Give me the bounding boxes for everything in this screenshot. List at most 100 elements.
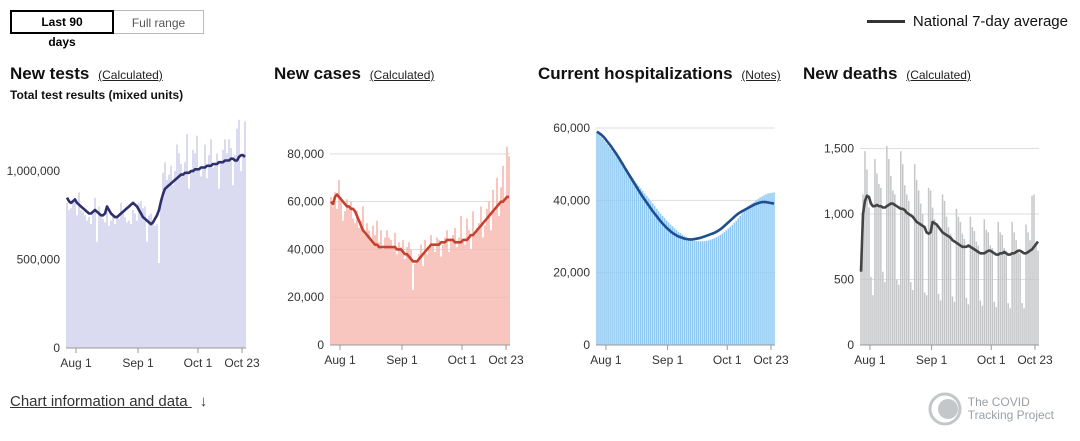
data-bar — [474, 235, 476, 345]
data-bar — [200, 176, 202, 348]
data-bar — [675, 229, 678, 345]
last-90-days-button[interactable]: Last 90 days — [10, 10, 114, 49]
data-bar — [194, 153, 196, 348]
data-bar — [420, 244, 422, 345]
calculated-link[interactable]: (Calculated) — [906, 68, 971, 82]
data-bar — [202, 165, 204, 348]
data-bar — [494, 211, 496, 345]
data-bar — [753, 201, 755, 345]
data-bar — [424, 239, 426, 345]
data-bar — [394, 232, 396, 345]
data-bar — [1037, 250, 1039, 345]
y-tick-label: 0 — [317, 338, 324, 352]
data-bar — [927, 187, 930, 345]
data-bar — [917, 190, 920, 345]
data-bar — [88, 217, 90, 348]
data-bar — [440, 256, 442, 345]
data-bar — [332, 206, 334, 345]
data-bar — [346, 199, 348, 345]
data-bar — [713, 238, 716, 345]
data-bar — [937, 293, 940, 345]
data-bar — [352, 218, 354, 345]
data-bar — [492, 189, 494, 345]
data-bar — [338, 180, 340, 345]
data-bar — [941, 194, 944, 345]
data-bar — [470, 249, 472, 345]
data-bar — [999, 232, 1001, 345]
data-bar — [222, 149, 224, 348]
data-bar — [430, 235, 432, 345]
data-bar — [126, 222, 128, 348]
data-bar — [955, 208, 958, 345]
data-bar — [697, 241, 700, 345]
data-bar — [464, 244, 466, 345]
data-bar — [152, 220, 154, 348]
data-bar — [643, 193, 646, 345]
data-bar — [735, 220, 737, 345]
data-bar — [636, 183, 638, 345]
data-bar — [148, 215, 150, 348]
data-bar — [174, 171, 176, 348]
average-line — [859, 194, 1040, 272]
data-bar — [959, 221, 962, 345]
data-bar — [330, 196, 332, 345]
data-bar — [390, 239, 392, 345]
panel-title: Current hospitalizations (Notes) — [538, 64, 781, 84]
data-bar — [890, 176, 892, 345]
data-bar — [356, 211, 358, 345]
chart-info-link[interactable]: Chart information and data ↓ — [10, 393, 207, 410]
data-bar — [949, 233, 952, 345]
data-bar — [208, 155, 210, 348]
data-bar — [446, 230, 448, 345]
data-bar — [671, 226, 674, 345]
data-bar — [224, 139, 226, 348]
data-bar — [933, 219, 936, 345]
data-bar — [94, 197, 96, 348]
data-bar — [336, 208, 338, 345]
data-bar — [392, 247, 394, 345]
data-bar — [370, 239, 372, 345]
data-bar — [638, 185, 640, 345]
data-bar — [667, 222, 670, 345]
data-bar — [368, 230, 370, 345]
data-bar — [378, 242, 380, 345]
data-bar — [757, 198, 759, 345]
data-bar — [905, 194, 908, 345]
data-bar — [454, 227, 456, 345]
calculated-link[interactable]: (Calculated) — [98, 68, 163, 82]
calculated-link[interactable]: (Calculated) — [369, 68, 435, 82]
data-bar — [939, 300, 942, 345]
data-bar — [136, 220, 138, 348]
data-bar — [1003, 248, 1005, 345]
data-bar — [663, 218, 666, 345]
full-range-button[interactable]: Full range — [114, 10, 204, 34]
data-bar — [749, 204, 751, 345]
data-bar — [66, 202, 68, 348]
data-bar — [406, 247, 408, 345]
data-bar — [162, 172, 164, 348]
notes-link[interactable]: (Notes) — [741, 68, 781, 82]
data-bar — [971, 227, 974, 345]
data-bar — [669, 224, 672, 345]
data-bar — [620, 162, 622, 345]
data-bar — [110, 220, 112, 348]
data-bar — [1033, 194, 1035, 345]
data-bar — [360, 220, 362, 345]
x-tick-label: Oct 1 — [977, 353, 1006, 367]
data-bar — [334, 192, 336, 345]
data-bar — [238, 119, 240, 349]
data-bar — [196, 135, 198, 348]
data-bar — [80, 210, 82, 348]
data-bar — [699, 241, 702, 345]
data-bar — [450, 239, 452, 345]
data-bar — [957, 216, 960, 345]
data-bar — [608, 146, 610, 345]
data-bar — [358, 227, 360, 345]
data-bar — [725, 230, 728, 345]
data-bar — [140, 201, 142, 348]
data-bar — [480, 206, 482, 345]
data-bar — [228, 139, 230, 348]
data-bar — [963, 238, 966, 345]
data-bar — [655, 208, 658, 345]
